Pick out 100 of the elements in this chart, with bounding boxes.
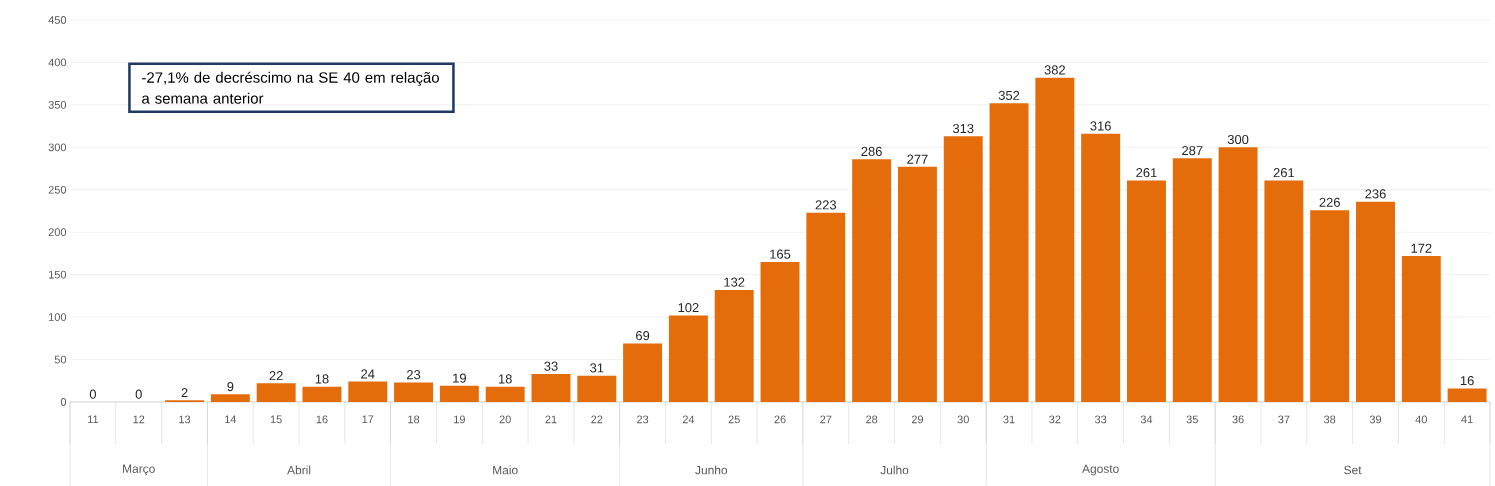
y-tick-label: 350 [48, 100, 67, 109]
data-label: 313 [952, 123, 974, 133]
bar [577, 375, 617, 402]
bar [439, 385, 479, 402]
text: Agosto [1082, 464, 1119, 476]
bar [1081, 133, 1121, 402]
x-tick-label: 15 [270, 415, 282, 424]
x-tick-label: 32 [1049, 415, 1061, 424]
text: Julho [880, 465, 909, 475]
bar [1356, 201, 1395, 402]
x-tick-label: 16 [316, 415, 328, 424]
x-tick-label: 25 [728, 415, 740, 424]
bar [485, 386, 525, 402]
x-tick-label: 23 [637, 415, 649, 424]
data-label: 382 [1044, 65, 1065, 75]
y-tick-label: 0 [60, 398, 67, 406]
bar [531, 373, 571, 402]
data-label: 22 [269, 370, 283, 381]
x-tick-label: 39 [1369, 415, 1382, 424]
bar [1172, 158, 1212, 402]
data-label: 2 [181, 387, 188, 397]
x-tick-label: 30 [957, 415, 969, 424]
x-tick-label: 22 [591, 415, 603, 424]
data-label: 19 [453, 373, 466, 383]
y-tick-label: 450 [48, 16, 67, 24]
data-label: 31 [590, 363, 604, 373]
x-tick-label: 14 [225, 415, 237, 423]
data-label: 287 [1182, 145, 1203, 156]
data-label: 9 [227, 381, 234, 392]
x-tick-label: 17 [362, 415, 374, 423]
data-label: 223 [815, 200, 837, 210]
data-label: 16 [1460, 375, 1474, 386]
x-tick-label: 12 [133, 415, 145, 424]
y-tick-label: 100 [49, 313, 67, 321]
bar [668, 315, 708, 402]
bar [348, 381, 388, 402]
text: Junho [695, 465, 728, 475]
x-tick-label: 20 [499, 415, 511, 424]
bar [1035, 77, 1075, 402]
x-tick-label: 38 [1324, 415, 1336, 424]
y-tick-label: 150 [49, 270, 67, 279]
y-tick-label: 50 [54, 355, 67, 364]
data-label: 18 [498, 374, 512, 384]
bar [1447, 388, 1487, 402]
bar [394, 382, 434, 402]
text: Set [1344, 465, 1362, 475]
data-label: 300 [1227, 134, 1249, 145]
bar [852, 159, 892, 402]
data-label: 102 [678, 302, 699, 313]
x-tick-label: 28 [866, 415, 878, 424]
x-tick-label: 37 [1278, 415, 1290, 424]
data-label: 277 [907, 154, 928, 164]
y-tick-label: 200 [48, 228, 67, 236]
data-label: 18 [315, 374, 329, 384]
data-label: 261 [1136, 167, 1157, 178]
x-tick-label: 36 [1232, 415, 1244, 424]
x-tick-label: 35 [1186, 415, 1198, 424]
data-label: 236 [1365, 189, 1386, 199]
x-tick-label: 27 [820, 415, 832, 424]
data-label: 69 [636, 330, 650, 341]
data-label: 352 [998, 90, 1020, 100]
bar [256, 383, 296, 402]
bar [943, 136, 983, 402]
x-tick-label: 33 [1094, 415, 1107, 424]
bar [1310, 210, 1350, 402]
x-tick-label: 13 [179, 415, 191, 424]
bar [897, 166, 937, 402]
data-label: 0 [135, 389, 142, 399]
text: Março [123, 464, 155, 476]
data-label: 316 [1090, 121, 1111, 131]
data-label: 165 [770, 249, 791, 259]
bar [760, 261, 800, 402]
y-tick-label: 400 [48, 58, 67, 67]
y-tick-label: 300 [48, 143, 67, 152]
x-tick-label: 40 [1415, 415, 1427, 424]
data-label: 132 [724, 277, 745, 287]
x-tick-label: 26 [774, 415, 786, 424]
bar [806, 212, 846, 402]
x-tick-label: 18 [408, 415, 420, 424]
x-tick-label: 19 [454, 415, 465, 424]
data-label: 0 [89, 389, 97, 399]
x-tick-label: 34 [1140, 415, 1153, 424]
bar [623, 343, 663, 402]
bar [989, 103, 1029, 402]
x-tick-label: 41 [1461, 415, 1473, 423]
data-label: 24 [361, 369, 375, 379]
bar [210, 394, 250, 402]
data-label: 286 [861, 146, 882, 156]
x-tick-label: 29 [911, 415, 924, 424]
data-label: 23 [407, 370, 421, 380]
x-tick-label: 21 [545, 415, 557, 424]
text: Abril [287, 465, 311, 475]
x-tick-label: 31 [1003, 415, 1015, 424]
bar [1401, 255, 1441, 402]
text: Maio [493, 465, 518, 475]
y-tick-label: 250 [48, 185, 67, 194]
x-tick-label: 24 [682, 415, 695, 424]
data-label: 226 [1319, 197, 1340, 207]
data-label: 172 [1411, 243, 1432, 253]
bar [1264, 180, 1304, 402]
